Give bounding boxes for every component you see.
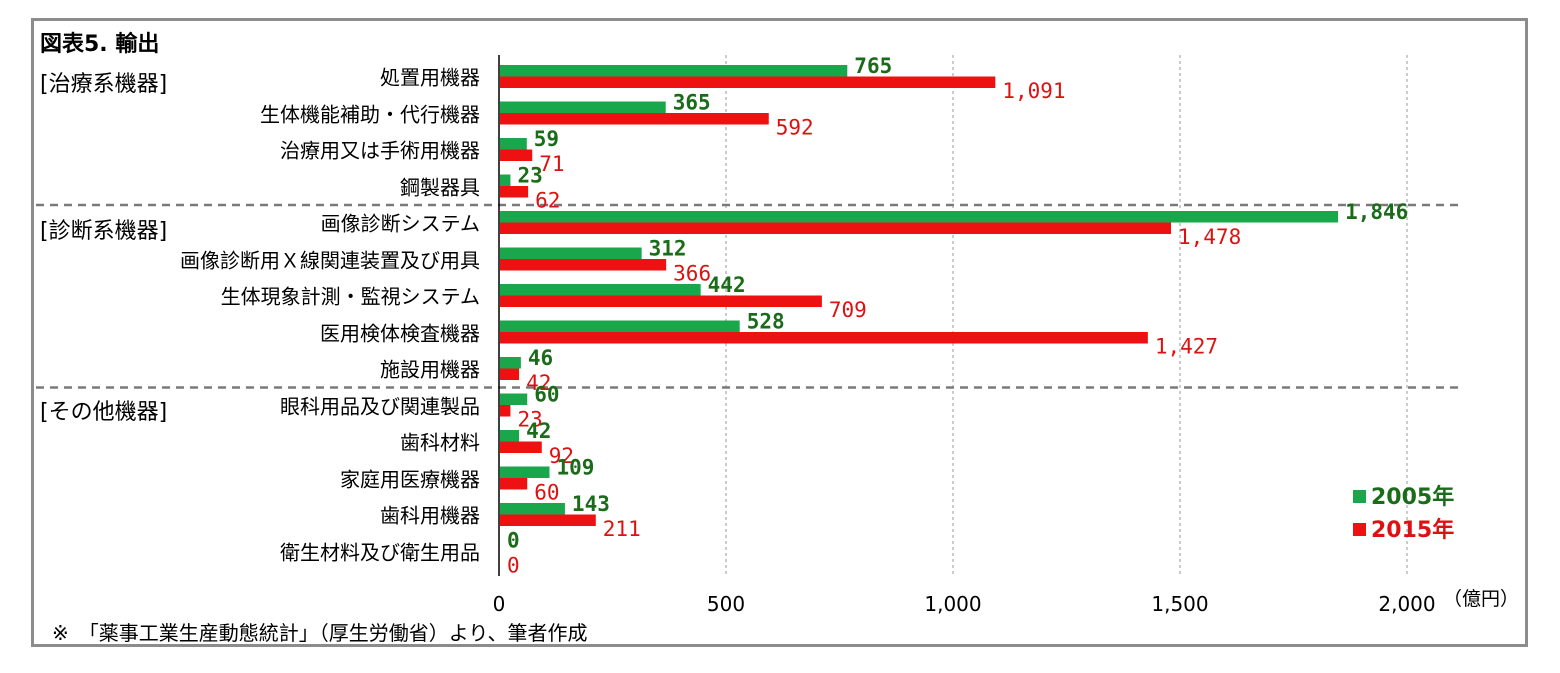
data-label-2015-13: 0 <box>507 554 520 578</box>
data-label-2015-6: 709 <box>829 298 867 322</box>
bar-2005-0 <box>500 65 848 77</box>
data-label-2005-13: 0 <box>507 529 520 553</box>
bar-2015-10 <box>500 441 542 453</box>
data-label-2005-10: 42 <box>526 419 551 443</box>
data-label-2015-10: 92 <box>549 444 574 468</box>
x-tick-label-3: 1,500 <box>1151 592 1208 616</box>
data-label-2005-11: 109 <box>556 456 594 480</box>
x-tick-label-0: 0 <box>493 592 506 616</box>
data-label-2005-9: 60 <box>534 383 559 407</box>
category-label-3: 鋼製器具 <box>400 175 480 200</box>
data-label-2015-11: 60 <box>534 481 559 505</box>
group-label-other: [その他機器] <box>40 400 168 425</box>
data-label-2015-2: 71 <box>539 152 564 176</box>
data-label-2005-7: 528 <box>747 310 785 334</box>
legend-item-2005: 2005年 <box>1353 479 1454 511</box>
data-label-2015-1: 592 <box>776 116 814 140</box>
data-label-2015-3: 62 <box>535 189 560 213</box>
category-label-7: 医用検体検査機器 <box>320 321 480 346</box>
x-tick-label-4: 2,000 <box>1378 592 1435 616</box>
data-label-2015-7: 1,427 <box>1155 335 1218 359</box>
data-label-2005-8: 46 <box>528 346 553 370</box>
category-label-5: 画像診断用Ｘ線関連装置及び用具 <box>180 248 480 273</box>
category-label-13: 衛生材料及び衛生用品 <box>280 540 480 565</box>
data-label-2015-8: 42 <box>526 371 551 395</box>
legend-label-2005: 2005年 <box>1371 485 1455 510</box>
data-label-2005-1: 365 <box>673 91 711 115</box>
data-label-2015-4: 1,478 <box>1178 225 1241 249</box>
legend-label-2015: 2015年 <box>1371 518 1455 543</box>
category-label-11: 家庭用医療機器 <box>340 467 480 492</box>
bar-2005-10 <box>500 430 520 442</box>
bar-2005-3 <box>500 174 511 186</box>
data-label-2005-0: 765 <box>854 54 892 78</box>
bar-2005-6 <box>500 284 701 296</box>
bar-2015-11 <box>500 478 528 490</box>
bar-2015-12 <box>500 514 596 526</box>
bar-2015-9 <box>500 405 511 417</box>
data-label-2005-5: 312 <box>649 237 687 261</box>
bar-2005-5 <box>500 247 642 259</box>
bar-2015-6 <box>500 295 822 307</box>
data-label-2005-2: 59 <box>534 127 559 151</box>
bar-2005-1 <box>500 101 666 113</box>
data-label-2015-9: 23 <box>517 408 542 432</box>
legend-item-2015: 2015年 <box>1353 512 1454 544</box>
bar-2015-5 <box>500 259 667 271</box>
data-label-2005-3: 23 <box>517 164 542 188</box>
data-label-2015-0: 1,091 <box>1002 79 1065 103</box>
chart-title: 図表5. 輸出 <box>40 32 160 57</box>
bar-2005-7 <box>500 320 740 332</box>
data-label-2005-4: 1,846 <box>1345 200 1408 224</box>
x-axis-unit: （億円） <box>1443 588 1519 610</box>
bar-2015-4 <box>500 222 1172 234</box>
category-label-12: 歯科用機器 <box>380 503 480 528</box>
bar-2015-3 <box>500 186 529 198</box>
bar-2015-0 <box>500 76 996 88</box>
bar-2015-7 <box>500 332 1148 344</box>
bar-2015-8 <box>500 368 520 380</box>
group-label-diagnosis: [診断系機器] <box>40 219 168 244</box>
x-tick-label-1: 500 <box>707 592 745 616</box>
category-label-2: 治療用又は手術用機器 <box>280 138 480 163</box>
bar-2005-11 <box>500 466 550 478</box>
legend-swatch-2015 <box>1353 523 1366 536</box>
bar-2005-4 <box>500 211 1339 223</box>
bar-2015-2 <box>500 149 533 161</box>
data-label-2015-5: 366 <box>673 262 711 286</box>
x-tick-label-2: 1,000 <box>924 592 981 616</box>
legend-swatch-2005 <box>1353 490 1366 503</box>
category-label-6: 生体現象計測・監視システム <box>220 284 480 309</box>
category-label-1: 生体機能補助・代行機器 <box>260 102 480 127</box>
group-label-treatment: [治療系機器] <box>40 72 168 97</box>
category-label-0: 処置用機器 <box>380 65 480 90</box>
data-label-2015-12: 211 <box>603 517 641 541</box>
bar-2005-8 <box>500 357 521 369</box>
bar-2005-12 <box>500 503 565 515</box>
category-label-8: 施設用機器 <box>380 357 480 382</box>
bar-2005-2 <box>500 138 527 150</box>
bar-2005-9 <box>500 393 528 405</box>
category-label-10: 歯科材料 <box>400 430 480 455</box>
source-note: ※ 「薬事工業生産動態統計」（厚生労働省）より、筆者作成 <box>52 621 588 645</box>
data-label-2005-6: 442 <box>708 273 746 297</box>
category-label-9: 眼科用品及び関連製品 <box>280 394 480 419</box>
category-label-4: 画像診断システム <box>320 211 480 236</box>
data-label-2005-12: 143 <box>572 492 610 516</box>
bar-2015-1 <box>500 113 769 125</box>
